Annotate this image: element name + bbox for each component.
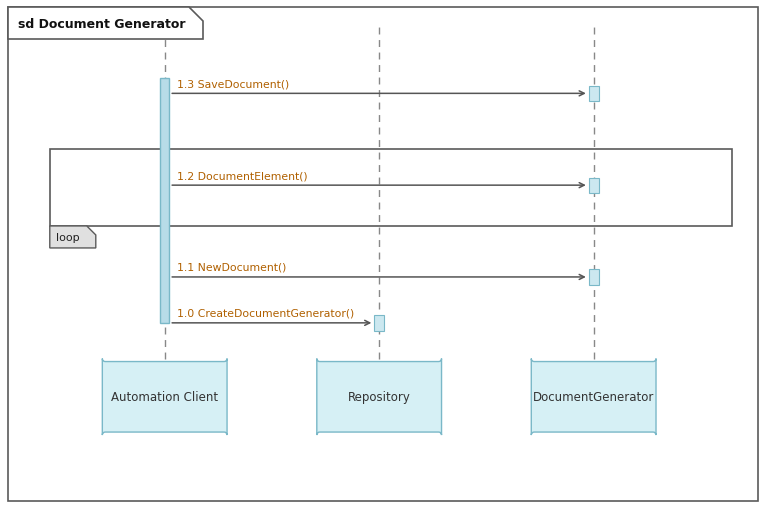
Text: Automation Client: Automation Client [111,390,218,404]
Bar [588,270,598,285]
Polygon shape [50,227,96,248]
Text: 1.3 SaveDocument(): 1.3 SaveDocument() [177,79,290,89]
Bar [588,87,598,102]
Text: sd Document Generator: sd Document Generator [18,17,185,31]
Text: 1.2 DocumentElement(): 1.2 DocumentElement() [177,171,308,181]
Text: 1.0 CreateDocumentGenerator(): 1.0 CreateDocumentGenerator() [177,308,355,318]
FancyBboxPatch shape [532,359,656,435]
Bar [375,316,385,331]
FancyBboxPatch shape [317,359,441,435]
Text: DocumentGenerator: DocumentGenerator [533,390,654,404]
Bar [160,79,169,323]
Bar [50,150,732,227]
Polygon shape [8,8,203,40]
Text: Repository: Repository [348,390,411,404]
Text: 1.1 NewDocument(): 1.1 NewDocument() [177,263,286,272]
FancyBboxPatch shape [103,359,227,435]
Bar [588,178,598,193]
Text: loop: loop [56,233,80,242]
